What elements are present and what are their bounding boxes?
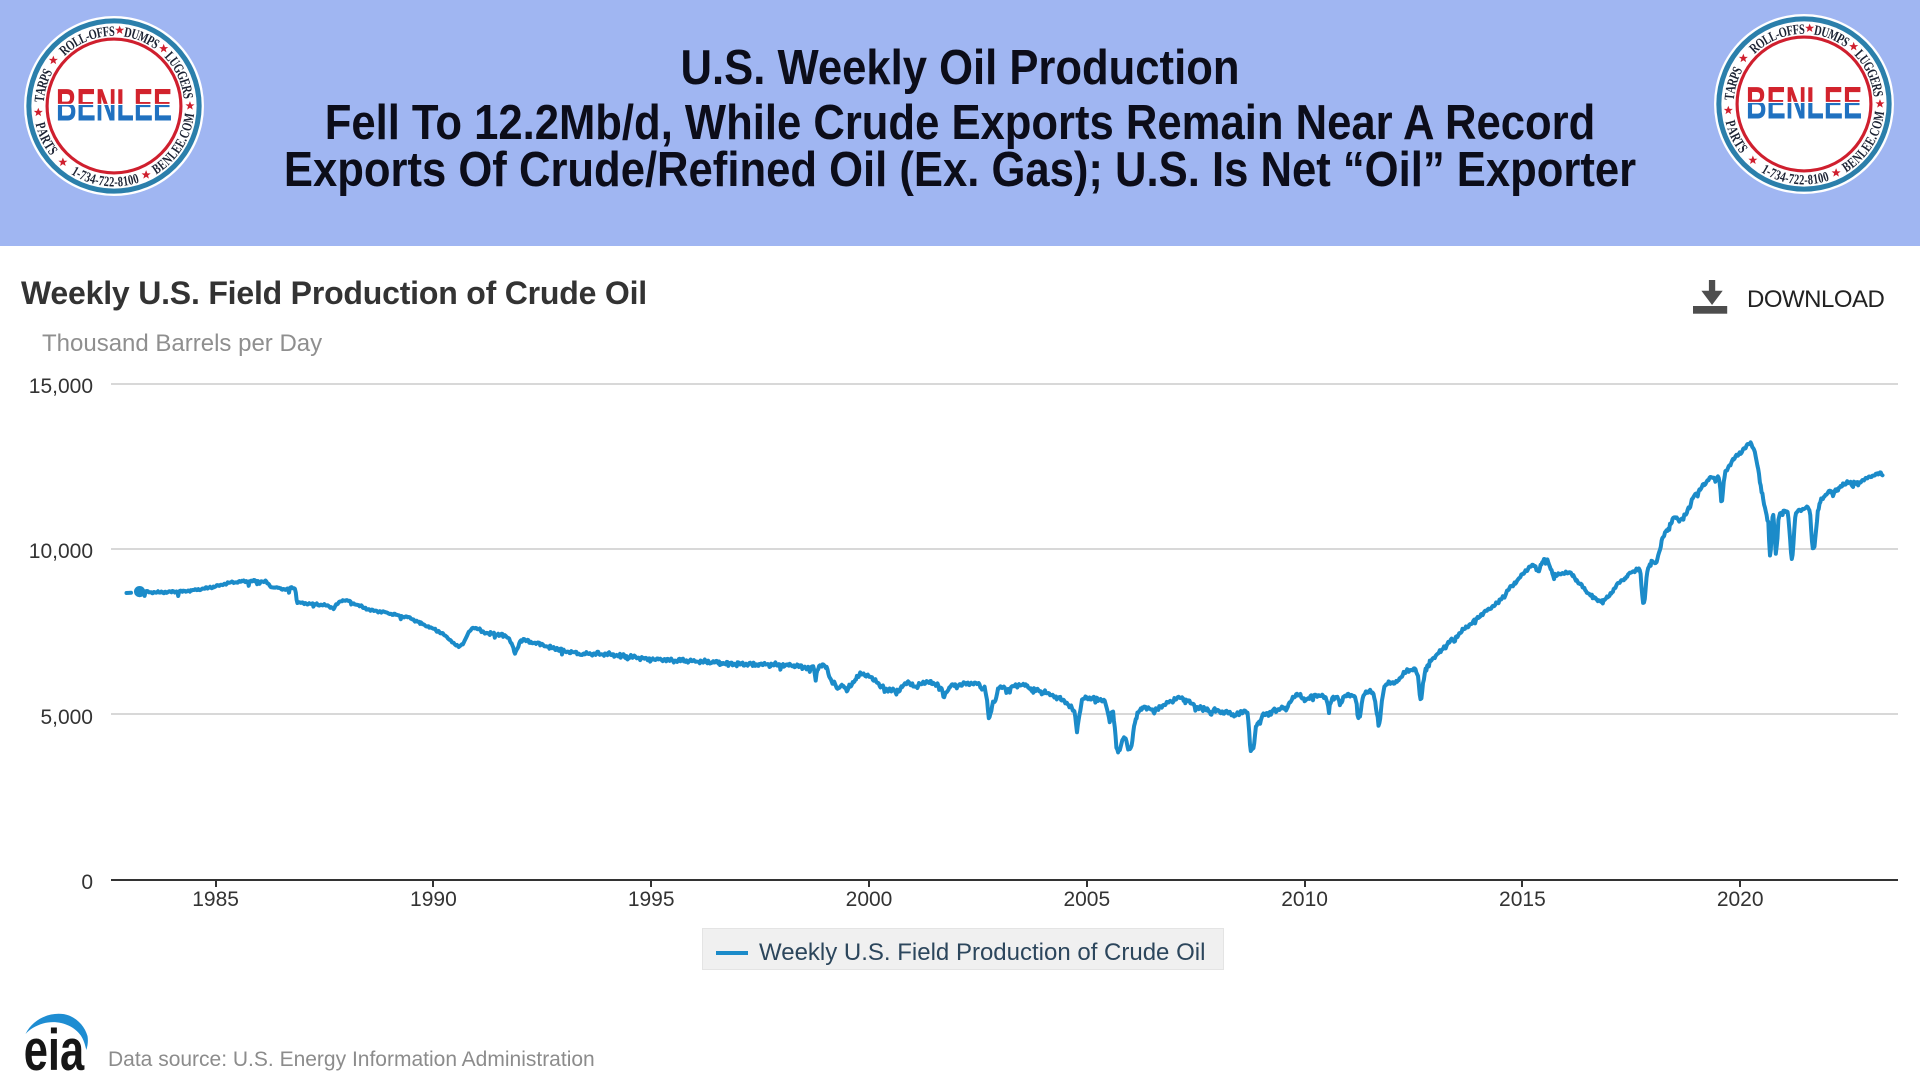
svg-text:-: - bbox=[1784, 169, 1791, 185]
svg-text:eia: eia bbox=[24, 1018, 85, 1080]
svg-text:U: U bbox=[1819, 23, 1831, 40]
svg-text:S: S bbox=[1799, 21, 1805, 37]
svg-text:4: 4 bbox=[1778, 168, 1787, 185]
svg-text:T: T bbox=[1721, 91, 1738, 100]
svg-text:U: U bbox=[130, 25, 142, 42]
svg-text:7: 7 bbox=[98, 172, 106, 189]
svg-text:2: 2 bbox=[1799, 171, 1805, 187]
svg-text:0: 0 bbox=[131, 170, 141, 187]
svg-text:F: F bbox=[1792, 21, 1800, 38]
svg-text:F: F bbox=[95, 24, 104, 41]
svg-text:-: - bbox=[74, 165, 84, 181]
svg-text:A: A bbox=[32, 86, 49, 96]
svg-text:8: 8 bbox=[1807, 171, 1814, 187]
svg-text:S: S bbox=[109, 23, 115, 39]
svg-text:E: E bbox=[1866, 74, 1883, 86]
svg-text:S: S bbox=[180, 91, 197, 99]
svg-text:BENLEE: BENLEE bbox=[56, 80, 172, 130]
svg-text:A: A bbox=[1722, 84, 1739, 94]
svg-text:S: S bbox=[1870, 89, 1887, 97]
svg-text:M: M bbox=[1870, 109, 1887, 121]
svg-text:7: 7 bbox=[1787, 170, 1795, 187]
svg-text:-: - bbox=[94, 171, 101, 187]
svg-text:7: 7 bbox=[1767, 165, 1778, 182]
svg-text:-: - bbox=[1773, 26, 1782, 42]
svg-text:-: - bbox=[1764, 163, 1774, 179]
svg-text:F: F bbox=[1785, 22, 1794, 39]
svg-text:BENLEE: BENLEE bbox=[1746, 79, 1862, 129]
svg-text:2: 2 bbox=[109, 173, 115, 189]
svg-text:1: 1 bbox=[1812, 170, 1820, 187]
svg-text:-: - bbox=[114, 173, 118, 189]
svg-text:BENLEE: BENLEE bbox=[56, 80, 172, 130]
svg-text:0: 0 bbox=[1821, 168, 1831, 185]
svg-text:-: - bbox=[83, 28, 92, 44]
svg-text:E: E bbox=[177, 76, 194, 88]
svg-text:D: D bbox=[123, 24, 133, 41]
svg-text:R: R bbox=[1868, 81, 1885, 93]
svg-text:T: T bbox=[32, 93, 49, 102]
svg-text:7: 7 bbox=[78, 166, 89, 183]
svg-text:1: 1 bbox=[122, 172, 130, 189]
svg-text:0: 0 bbox=[127, 171, 136, 188]
svg-text:3: 3 bbox=[83, 168, 93, 185]
svg-text:2: 2 bbox=[103, 173, 110, 189]
svg-text:.: . bbox=[1865, 132, 1881, 141]
svg-text:-: - bbox=[1804, 172, 1808, 188]
svg-text:P: P bbox=[32, 120, 49, 131]
svg-text:R: R bbox=[179, 83, 196, 95]
svg-text:F: F bbox=[102, 23, 110, 40]
svg-text:.: . bbox=[175, 134, 191, 143]
svg-text:P: P bbox=[1722, 118, 1739, 129]
svg-text:BENLEE: BENLEE bbox=[1746, 79, 1862, 129]
svg-text:M: M bbox=[181, 111, 198, 123]
svg-text:2: 2 bbox=[1793, 171, 1800, 187]
svg-text:D: D bbox=[1813, 22, 1823, 39]
svg-text:0: 0 bbox=[1816, 169, 1825, 186]
svg-text:3: 3 bbox=[1773, 167, 1783, 184]
svg-text:8: 8 bbox=[117, 173, 124, 189]
svg-text:4: 4 bbox=[88, 170, 97, 187]
